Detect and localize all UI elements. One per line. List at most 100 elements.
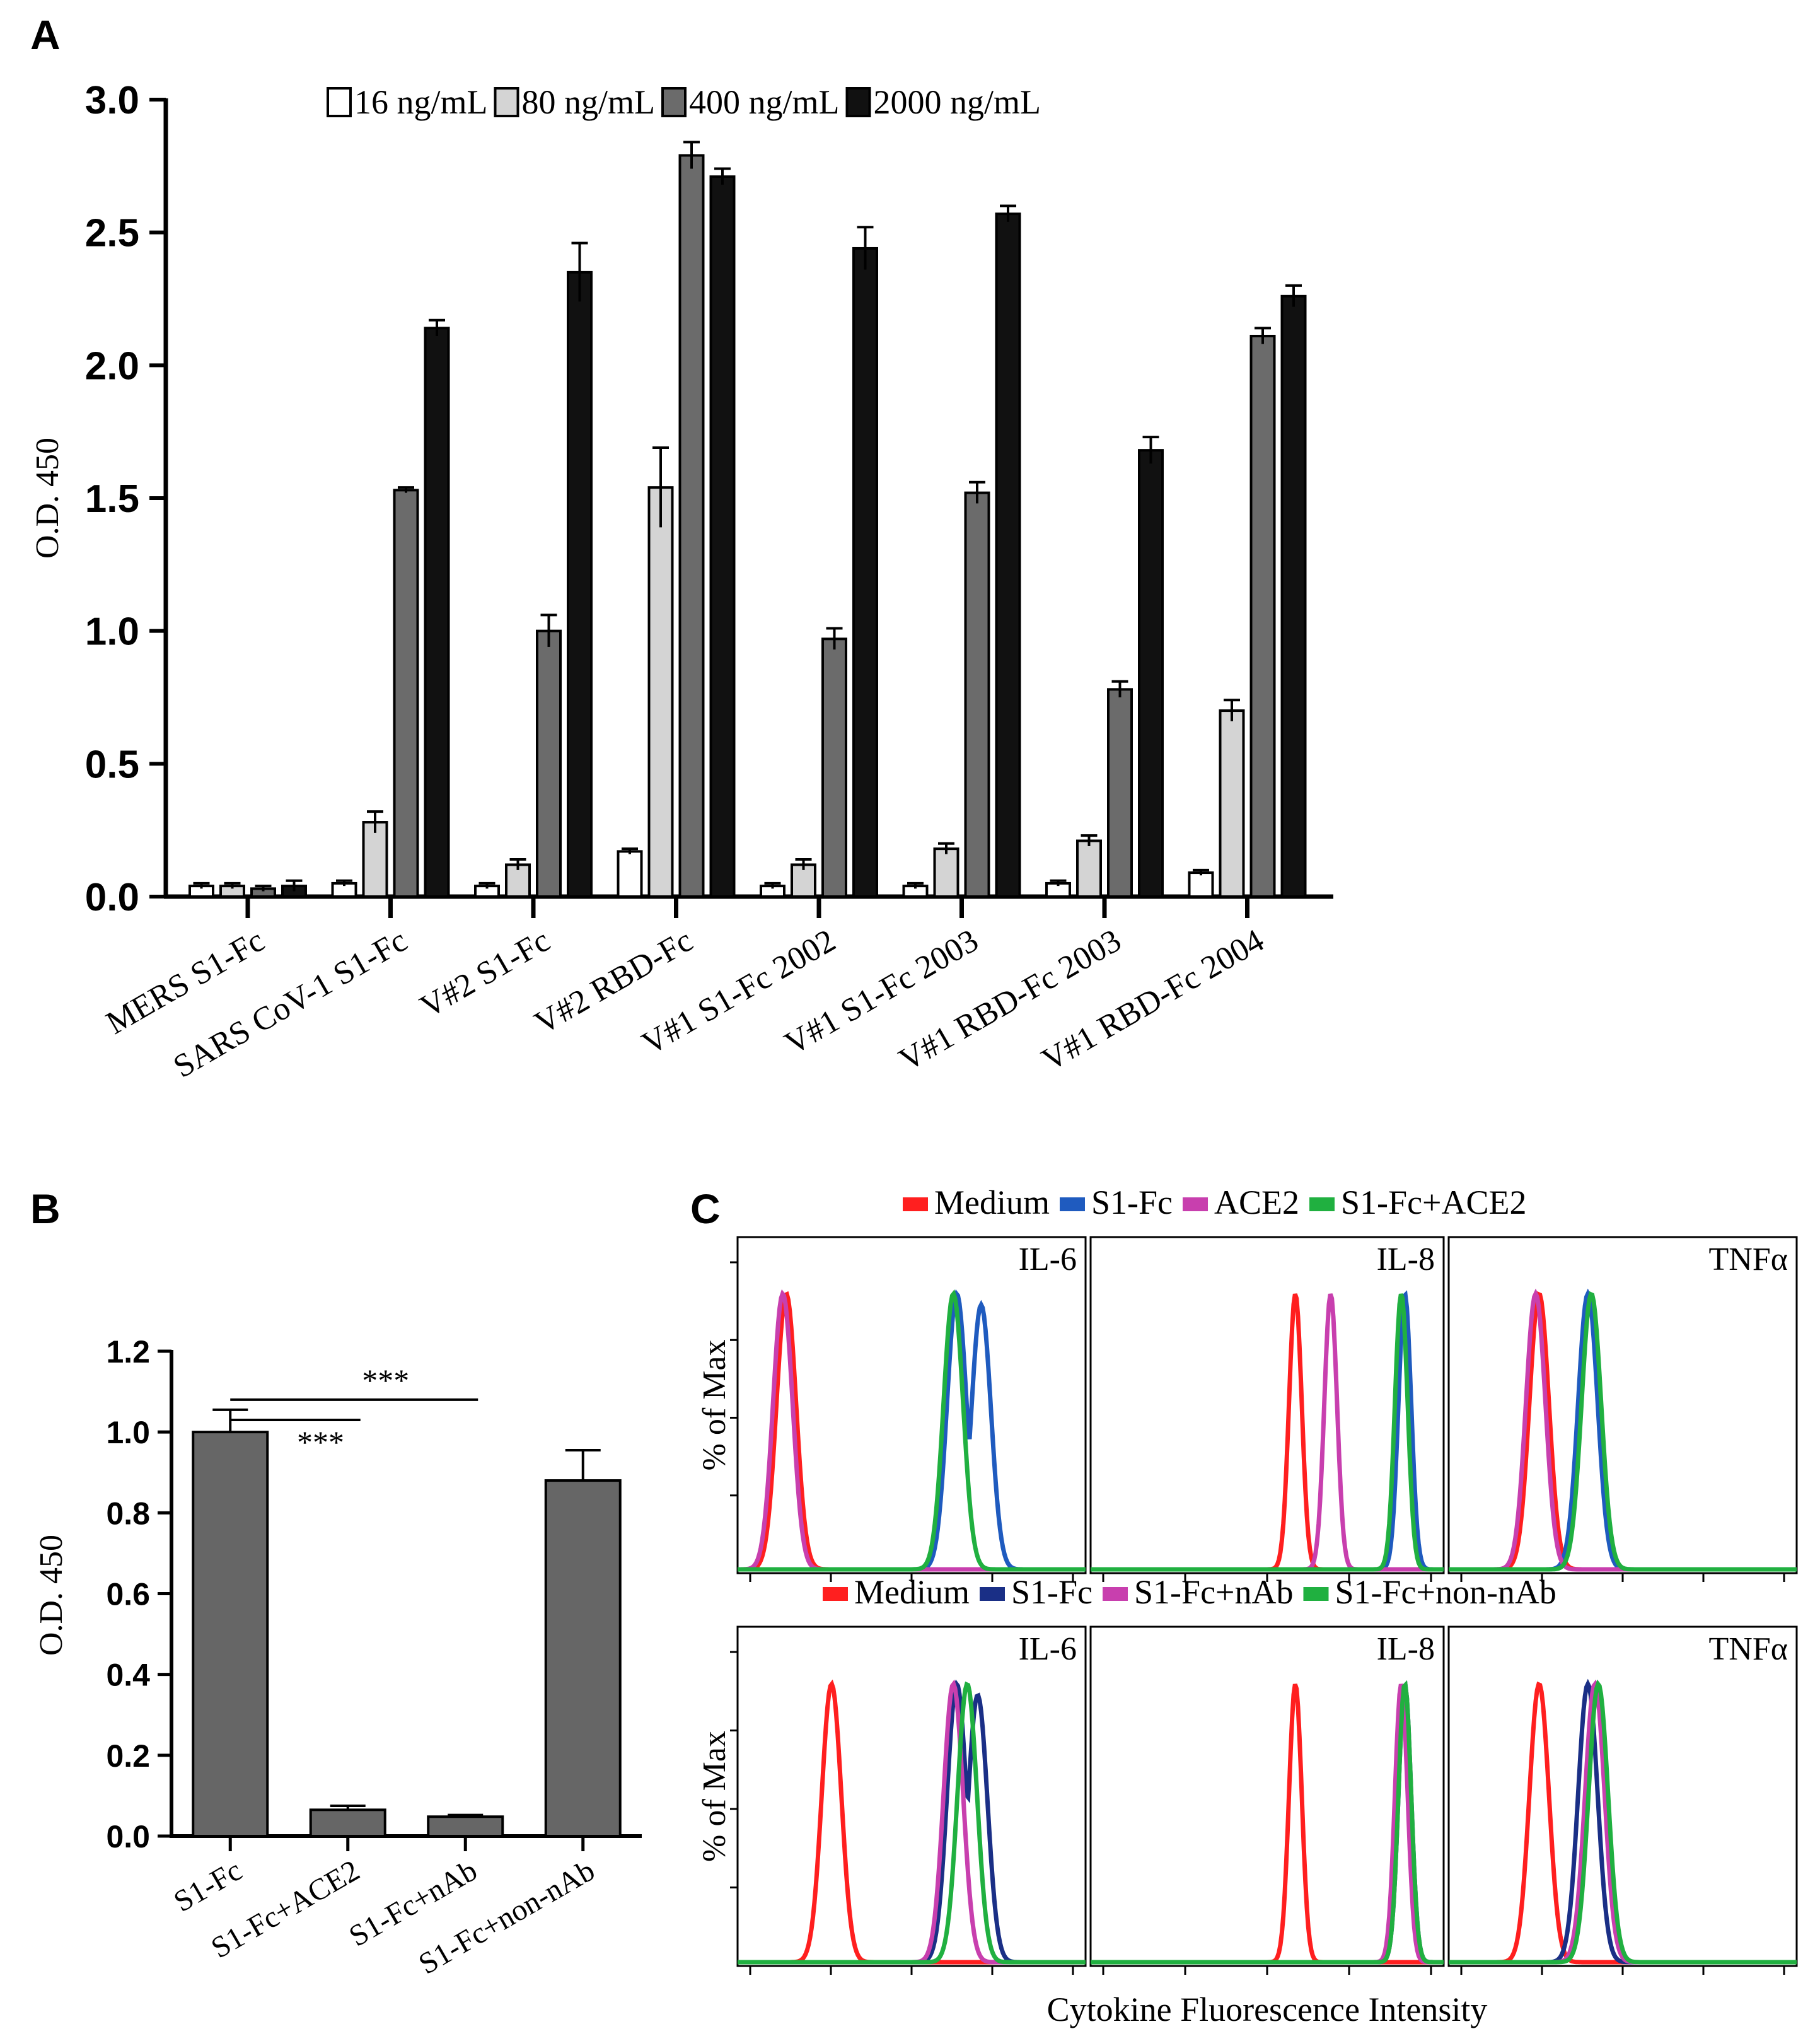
y-tick-label: 0.5 [85,743,139,786]
legend-swatch [1103,1587,1128,1601]
legend-label: 16 ng/mL [354,83,488,121]
panel-label-c: C [690,1185,721,1232]
x-tick-label: SARS CoV-1 S1-Fc [168,922,414,1085]
bar [852,247,878,898]
bar [544,1479,622,1837]
bar [995,212,1021,898]
histogram-curve [1091,1293,1444,1572]
legend-label: S1-Fc+ACE2 [1341,1183,1526,1221]
histogram-title: TNFα [1709,1241,1788,1277]
legend-label: ACE2 [1214,1183,1299,1221]
legend-swatch [1303,1587,1329,1601]
legend-swatch [845,87,871,117]
bar [821,637,847,898]
histogram-curve [1449,1681,1797,1965]
bar [192,1431,269,1838]
legend-swatch [327,87,352,117]
histogram-curve [738,1681,1086,1965]
significance-stars: *** [362,1363,409,1398]
bar [309,1808,386,1838]
histogram-curve [738,1289,1086,1572]
bar [1219,709,1245,898]
y-tick-label: 0.4 [106,1658,150,1693]
bar [709,175,736,898]
histogram-title: IL-8 [1377,1241,1435,1277]
histogram-curve [738,1679,1086,1965]
y-tick-label: 0.0 [85,876,139,919]
bar [964,491,990,898]
histogram-curve [1449,1288,1797,1572]
bar [1076,839,1102,898]
legend-label: 80 ng/mL [522,83,656,121]
histogram-frame [736,1625,1087,1967]
legend-swatch [1183,1197,1209,1211]
legend-swatch [1309,1197,1335,1211]
bar [567,270,593,898]
y-tick-label: 0.8 [106,1496,150,1531]
y-tick-label: 2.0 [85,344,139,388]
bar [678,154,705,898]
histogram-title: IL-6 [1019,1631,1077,1667]
legend-label: S1-Fc+nAb [1134,1573,1293,1611]
bar [536,629,562,898]
legend-swatch [494,87,519,117]
bar [1280,294,1307,898]
histogram-frame [736,1236,1087,1574]
histogram-curve [1091,1680,1444,1965]
bar [647,486,674,898]
bar [393,489,419,898]
y-tick-label: 1.5 [85,477,139,521]
bar [1107,688,1133,898]
y-axis-label: % of Max [697,1340,733,1471]
legend-swatch [903,1197,928,1211]
histogram-curve [1449,1679,1797,1965]
histogram-curve [1449,1291,1797,1572]
bar [1249,334,1276,898]
y-tick-label: 1.0 [85,610,139,654]
y-tick-label: 1.2 [106,1334,150,1369]
bar [617,850,643,898]
y-axis-label: % of Max [697,1731,733,1862]
histogram-frame [1447,1625,1798,1967]
bar [933,847,959,898]
legend-label: S1-Fc [1091,1183,1173,1221]
y-tick-label: 0.2 [106,1738,150,1774]
y-axis-label: O.D. 450 [33,1535,69,1656]
histogram-title: TNFα [1709,1631,1788,1667]
legend-label: S1-Fc+non-nAb [1335,1573,1556,1611]
histogram-curve [1449,1679,1797,1965]
y-tick-label: 0.6 [106,1577,150,1612]
bar [427,1815,504,1837]
histogram-title: IL-6 [1019,1241,1077,1277]
legend-label: Medium [934,1183,1050,1221]
legend-swatch [823,1587,848,1601]
legend-label: 400 ng/mL [689,83,840,121]
legend-swatch [1060,1197,1085,1211]
y-tick-label: 2.5 [85,212,139,255]
bar [362,821,388,898]
significance-stars: *** [297,1424,344,1460]
histogram-title: IL-8 [1377,1631,1435,1667]
histogram-curve [1449,1291,1797,1572]
panel-c-histograms: Medium S1-Fc ACE2 S1-Fc+ACE2 IL-6 IL-8 TNFα % o… [697,1183,1798,2028]
y-axis-label: O.D. 450 [30,438,66,559]
x-axis-label: Cytokine Fluorescence Intensity [1047,1991,1488,2028]
y-tick-label: 3.0 [85,79,139,122]
y-tick-label: 0.0 [106,1819,150,1854]
histogram-curve [738,1679,1086,1965]
histogram-curve [738,1289,1086,1572]
x-tick-label: S1-Fc [168,1854,248,1919]
legend-label: 2000 ng/mL [874,83,1041,121]
panel-label-a: A [30,11,61,58]
histogram-curve [1449,1678,1797,1965]
bar [1188,871,1214,898]
histogram-frame [1447,1236,1798,1574]
bar [1138,449,1164,898]
y-tick-label: 1.0 [106,1415,150,1450]
legend-swatch [980,1587,1005,1601]
legend-swatch [661,87,687,117]
panel-label-b: B [30,1185,61,1232]
histogram-curve [738,1679,1086,1965]
